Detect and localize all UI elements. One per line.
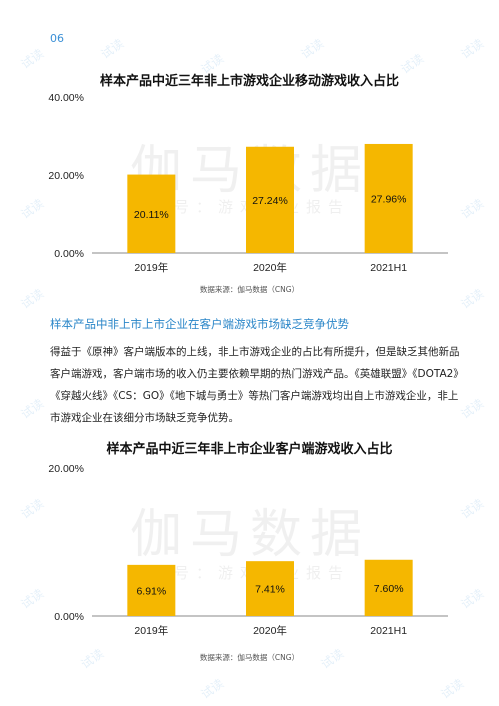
bar-data-label: 6.91%: [136, 585, 166, 597]
bar: [127, 564, 176, 616]
watermark-tile: 试读: [98, 36, 127, 62]
watermark-tile: 试读: [298, 36, 327, 62]
y-tick-label: 20.00%: [48, 463, 84, 475]
watermark-tile: 试读: [458, 36, 487, 62]
watermark-brand-2: 伽马数据: [130, 505, 371, 565]
chart2-source: 数据来源：伽马数据（CNG）: [199, 653, 300, 662]
watermark-tile: 试读: [198, 676, 227, 702]
watermark-tile: 试读: [18, 46, 47, 72]
y-tick-label: 0.00%: [54, 611, 84, 623]
page-number: 06: [50, 32, 64, 45]
x-tick-label: 2021H1: [370, 625, 407, 637]
x-tick-label: 2020年: [253, 624, 287, 637]
y-tick-label: 40.00%: [48, 92, 84, 104]
paragraph-text: 得益于《原神》客户端版本的上线，非上市游戏企业的占比有所提升，但是缺乏其他新品客…: [50, 346, 460, 424]
y-tick-label: 20.00%: [48, 170, 84, 182]
bar: [364, 143, 413, 253]
section-heading: 样本产品中非上市上市企业在客户端游戏市场缺乏竞争优势: [50, 317, 349, 331]
chart2-title: 样本产品中近三年非上市企业客户端游戏收入占比: [106, 442, 393, 457]
watermark-tile: 试读: [18, 396, 47, 422]
bar-data-label: 7.41%: [255, 584, 285, 596]
watermark-tile: 试读: [438, 676, 467, 702]
bar-data-label: 20.11%: [134, 209, 169, 221]
bar-data-label: 7.60%: [374, 583, 404, 595]
chart1-title: 样本产品中近三年非上市游戏企业移动游戏收入占比: [99, 74, 399, 89]
x-tick-label: 2019年: [134, 624, 168, 637]
body-paragraph: 得益于《原神》客户端版本的上线，非上市游戏企业的占比有所提升，但是缺乏其他新品客…: [50, 341, 460, 429]
bar: [246, 146, 294, 253]
bar: [127, 174, 176, 253]
chart2: 0.00% 20.00% 6.91% 2019年 7.41% 2020年 7.60% 2021…: [48, 463, 448, 637]
bar-data-label: 27.24%: [252, 195, 288, 207]
x-tick-label: 2019年: [134, 261, 168, 274]
chart1-source: 数据来源：伽马数据（CNG）: [199, 285, 300, 294]
bar: [246, 561, 294, 616]
x-tick-label: 2020年: [253, 261, 287, 274]
y-tick-label: 0.00%: [54, 248, 84, 260]
chart1: 0.00% 20.00% 40.00% 20.11% 2019年 27.24% 2020年 2…: [48, 92, 448, 274]
watermark-tile: 试读: [458, 396, 487, 422]
bar-data-label: 27.96%: [371, 193, 407, 205]
bar: [364, 559, 413, 616]
x-tick-label: 2021H1: [370, 262, 407, 274]
